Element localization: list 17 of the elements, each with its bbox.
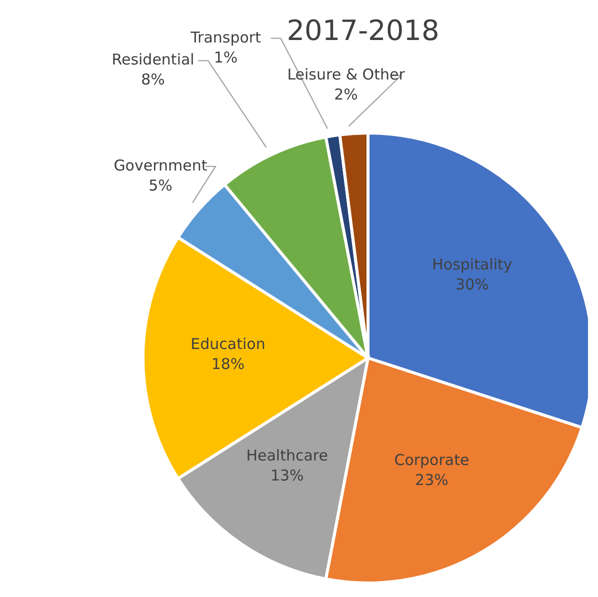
slice-label: Government [114, 156, 208, 174]
slice-label: Residential [112, 50, 194, 69]
slice-label: Leisure & Other [287, 66, 406, 84]
data-label: 18% [211, 355, 245, 373]
slice-label: Hospitality [432, 256, 512, 274]
slice-label: Corporate [394, 451, 470, 470]
data-label: 30% [456, 276, 489, 294]
slice-label: Healthcare [246, 446, 328, 465]
data-label: 23% [415, 471, 448, 490]
data-label: 8% [141, 70, 165, 89]
slice-label: Education [190, 335, 266, 353]
data-label: 2% [334, 86, 358, 104]
chart-title: 2017-2018 [286, 14, 440, 47]
data-label: 5% [148, 176, 172, 194]
data-label: 13% [270, 466, 304, 485]
data-label: 1% [214, 48, 238, 66]
slice-label: Transport [190, 28, 262, 46]
